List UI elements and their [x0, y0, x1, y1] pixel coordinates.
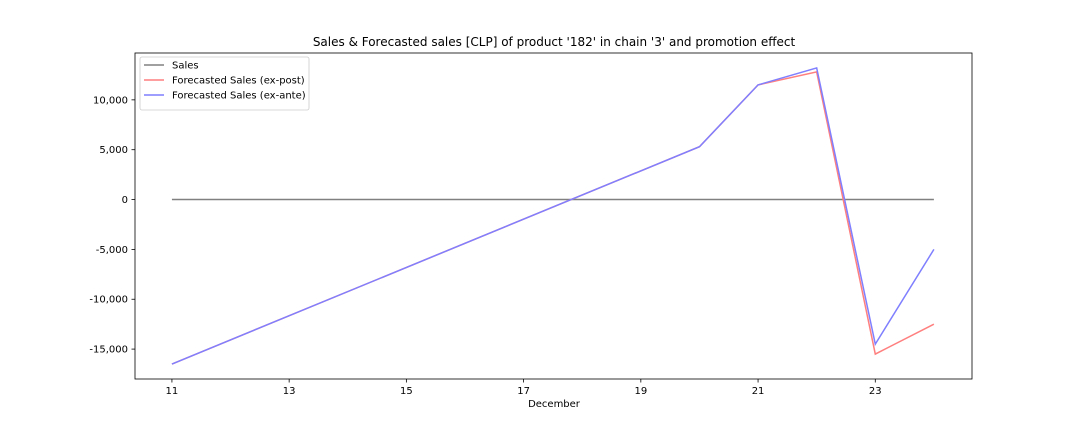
- x-tick-label: 11: [166, 386, 179, 397]
- legend-label-0: Sales: [172, 61, 199, 72]
- y-tick-label: -10,000: [89, 295, 128, 306]
- y-tick-label: 10,000: [93, 95, 128, 106]
- x-tick-label: 13: [283, 386, 296, 397]
- y-tick-label: 5,000: [99, 145, 128, 156]
- x-tick-label: 19: [634, 386, 647, 397]
- axes-frame: [134, 52, 973, 380]
- legend-box: [139, 56, 310, 111]
- x-axis-label: December: [528, 399, 581, 410]
- legend-label-1: Forecasted Sales (ex-post): [172, 76, 305, 87]
- x-tick-label: 21: [752, 386, 765, 397]
- x-tick-label: 23: [869, 386, 882, 397]
- legend-label-2: Forecasted Sales (ex-ante): [172, 91, 306, 102]
- y-tick-label: -5,000: [96, 245, 128, 256]
- y-tick-label: -15,000: [89, 345, 128, 356]
- plot-lines: [171, 67, 935, 365]
- y-tick-label: 0: [122, 195, 128, 206]
- x-tick-label: 15: [400, 386, 413, 397]
- x-tick-label: 17: [517, 386, 530, 397]
- plot-frame: [134, 52, 973, 380]
- x-axis: 11 13 15 17 19 21 23: [166, 379, 882, 397]
- legend: Sales Forecasted Sales (ex-post) Forecaste…: [139, 56, 310, 111]
- chart-title: Sales & Forecasted sales [CLP] of produc…: [313, 35, 796, 49]
- series-line-2: [171, 67, 935, 365]
- y-axis: -15,000 -10,000 -5,000 0 5,000 10,000: [89, 95, 135, 356]
- series-line-1: [171, 71, 935, 365]
